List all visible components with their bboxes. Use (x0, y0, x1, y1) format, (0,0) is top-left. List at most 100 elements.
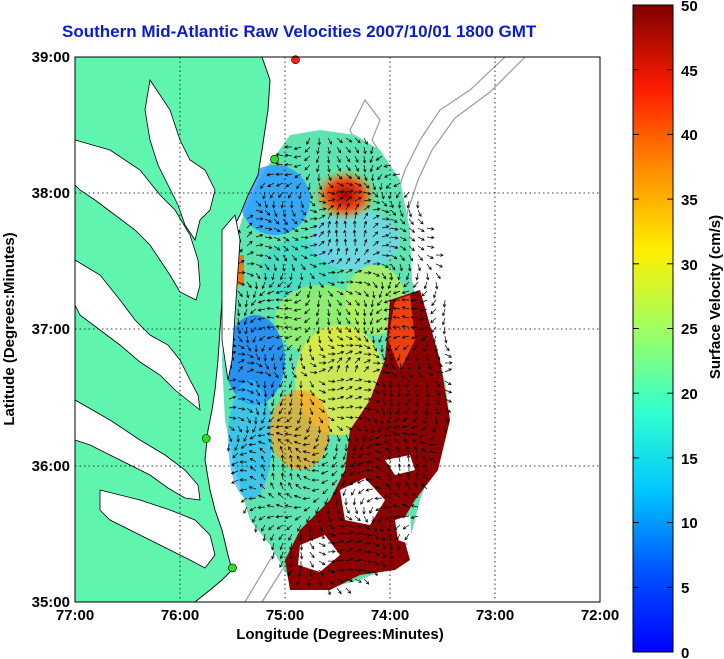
velocity-arrow (390, 371, 398, 377)
velocity-arrow (380, 416, 384, 425)
velocity-arrow (424, 407, 429, 416)
velocity-arrow (363, 290, 369, 298)
velocity-arrow (431, 299, 437, 307)
velocity-arrow (304, 164, 311, 171)
velocity-arrow (399, 254, 405, 262)
velocity-arrow (255, 209, 264, 214)
velocity-arrow (293, 308, 302, 312)
velocity-arrow (354, 155, 359, 163)
velocity-arrow (351, 452, 356, 460)
velocity-arrow (261, 344, 266, 352)
velocity-arrow (336, 357, 343, 364)
velocity-arrow (352, 497, 357, 506)
velocity-arrow (410, 432, 419, 436)
velocity-arrow (381, 533, 386, 542)
velocity-arrow (300, 200, 304, 209)
velocity-arrow (401, 315, 410, 319)
velocity-arrow (245, 335, 250, 344)
velocity-arrow (287, 281, 293, 288)
velocity-arrow (345, 548, 353, 553)
velocity-arrow (264, 218, 272, 223)
velocity-arrow (302, 486, 311, 490)
velocity-arrow (296, 455, 302, 463)
velocity-arrow (340, 470, 347, 477)
velocity-arrow (354, 357, 361, 364)
velocity-arrow (363, 379, 372, 384)
velocity-arrow (264, 263, 270, 271)
velocity-arrow (275, 162, 284, 166)
velocity-arrow (318, 578, 323, 587)
velocity-arrow (237, 416, 245, 422)
velocity-arrow (417, 371, 423, 379)
velocity-arrow (444, 380, 452, 385)
velocity-arrow (303, 434, 311, 440)
velocity-arrow (408, 209, 413, 218)
velocity-arrow (435, 407, 440, 416)
velocity-arrow (345, 257, 351, 265)
velocity-arrow (372, 407, 379, 414)
velocity-arrow (315, 506, 320, 515)
velocity-arrow (250, 326, 257, 333)
velocity-arrow (315, 155, 320, 164)
velocity-arrow (422, 473, 428, 481)
velocity-arrow (345, 578, 354, 583)
velocity-arrow (261, 473, 266, 481)
velocity-arrow (363, 205, 371, 211)
velocity-arrow (289, 272, 293, 281)
velocity-arrow (425, 389, 430, 398)
velocity-arrow (317, 173, 321, 182)
velocity-arrow (327, 164, 331, 173)
velocity-arrow (278, 407, 284, 415)
station-markers (201, 55, 300, 573)
velocity-arrow (370, 173, 375, 182)
velocity-arrow (246, 222, 253, 229)
velocity-arrow (363, 352, 372, 356)
velocity-arrow (315, 434, 320, 443)
velocity-arrow (336, 335, 344, 341)
velocity-arrow (231, 461, 239, 466)
velocity-arrow (282, 245, 289, 252)
velocity-arrow (271, 551, 275, 560)
velocity-arrow (345, 173, 352, 179)
velocity-arrow (327, 359, 335, 364)
velocity-arrow (345, 356, 351, 364)
velocity-arrow (381, 209, 390, 214)
velocity-arrow (392, 515, 401, 519)
velocity-arrow (309, 533, 314, 542)
velocity-arrow (434, 416, 438, 425)
velocity-arrow (444, 389, 453, 394)
velocity-arrow (428, 443, 437, 447)
velocity-arrow (354, 335, 362, 341)
velocity-arrow (293, 433, 302, 438)
velocity-arrow (375, 155, 383, 161)
velocity-arrow (336, 405, 345, 410)
colorbar-tick: 0 (681, 645, 689, 659)
velocity-arrow (298, 407, 303, 416)
velocity-arrow (268, 281, 275, 288)
velocity-arrow (416, 200, 420, 209)
velocity-arrow (331, 470, 338, 477)
velocity-arrow (401, 335, 410, 339)
velocity-arrow (246, 344, 252, 352)
velocity-arrow (257, 433, 266, 438)
x-tick-label: 76:00 (161, 607, 199, 624)
velocity-arrow (295, 335, 302, 342)
velocity-arrow (249, 506, 257, 512)
velocity-arrow (363, 281, 371, 286)
velocity-arrow (318, 200, 327, 204)
velocity-arrow (246, 272, 255, 277)
velocity-arrow (300, 263, 306, 271)
velocity-arrow (299, 560, 303, 569)
velocity-arrow (303, 476, 311, 481)
velocity-arrow (411, 439, 419, 445)
velocity-arrow (343, 220, 347, 229)
velocity-arrow (372, 380, 380, 386)
velocity-arrow (389, 272, 394, 281)
velocity-arrow (312, 443, 320, 449)
velocity-arrow (288, 446, 293, 454)
velocity-arrow (365, 460, 374, 464)
velocity-arrow (246, 389, 254, 394)
velocity-arrow (236, 308, 241, 317)
velocity-arrow (261, 464, 266, 472)
velocity-arrow (318, 214, 326, 220)
